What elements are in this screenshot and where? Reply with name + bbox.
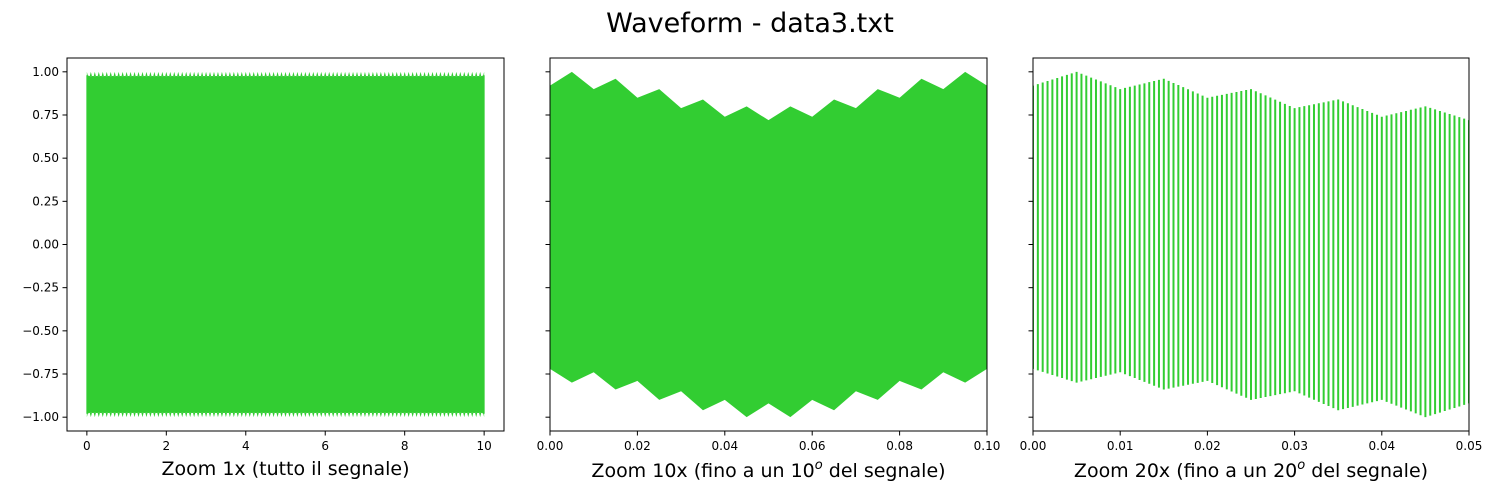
y-tick-label: −0.50 [22,324,59,338]
signal-peaks-bottom [86,409,485,418]
x-tick-label: 0.01 [1107,439,1134,453]
panel-zoom-1x: 0 2 4 6 8 10 1.00 0.75 0.50 0.25 0.00 −0.25 −0.50 −0… [22,57,505,480]
x-tick-label: 0.02 [1194,439,1221,453]
x-tick-label: 0.10 [974,439,1001,453]
y-tick-label: 0.00 [32,238,59,252]
panel-zoom-10x: 0.00 0.02 0.04 0.06 0.08 0.10 Zoom 10x (fino … [537,57,1001,482]
figure-title: Waveform - data3.txt [606,8,894,39]
x-tick-label: 4 [242,439,250,453]
signal-envelope [550,71,987,418]
y-tick-label: 0.50 [32,151,59,165]
x-ticks-zoom-1x: 0 2 4 6 8 10 [83,431,492,453]
y-tick-label: −0.25 [22,281,59,295]
panel-zoom-20x: 0.00 0.01 0.02 0.03 0.04 0.05 Zoom 20x (fino … [1020,57,1483,482]
y-tick-label: −1.00 [22,410,59,424]
x-tick-label: 10 [476,439,491,453]
x-tick-label: 6 [321,439,329,453]
x-tick-label: 0.00 [1020,439,1047,453]
y-tick-label: 0.75 [32,108,59,122]
signal-oscillations [1033,71,1469,418]
y-tick-label: 1.00 [32,65,59,79]
signal-band [86,76,485,413]
y-ticks-zoom-20x [1028,71,1033,418]
signal-plot-zoom-10x [550,71,987,418]
x-tick-label: 2 [162,439,170,453]
x-axis-label-zoom-20x: Zoom 20x (fino a un 20o del segnale) [1074,458,1428,482]
x-axis-label-zoom-1x: Zoom 1x (tutto il segnale) [162,458,410,480]
y-tick-label: −0.75 [22,367,59,381]
x-axis-label-zoom-10x: Zoom 10x (fino a un 10o del segnale) [591,458,945,482]
x-tick-label: 0 [83,439,91,453]
x-tick-label: 0.06 [799,439,826,453]
y-tick-label: 0.25 [32,194,59,208]
x-tick-label: 0.08 [886,439,913,453]
x-tick-label: 0.02 [624,439,651,453]
x-tick-label: 0.03 [1281,439,1308,453]
x-tick-label: 8 [401,439,409,453]
y-ticks-zoom-10x [545,71,550,418]
signal-peaks-top [86,71,485,80]
x-tick-label: 0.05 [1456,439,1483,453]
signal-plot-zoom-1x [86,71,485,418]
x-tick-label: 0.04 [1368,439,1395,453]
signal-plot-zoom-20x [1033,71,1469,418]
x-tick-label: 0.04 [711,439,738,453]
x-ticks-zoom-20x: 0.00 0.01 0.02 0.03 0.04 0.05 [1020,431,1483,453]
y-ticks-zoom-1x: 1.00 0.75 0.50 0.25 0.00 −0.25 −0.50 −0.75 −1.00 [22,65,67,424]
x-ticks-zoom-10x: 0.00 0.02 0.04 0.06 0.08 0.10 [537,431,1001,453]
x-tick-label: 0.00 [537,439,564,453]
